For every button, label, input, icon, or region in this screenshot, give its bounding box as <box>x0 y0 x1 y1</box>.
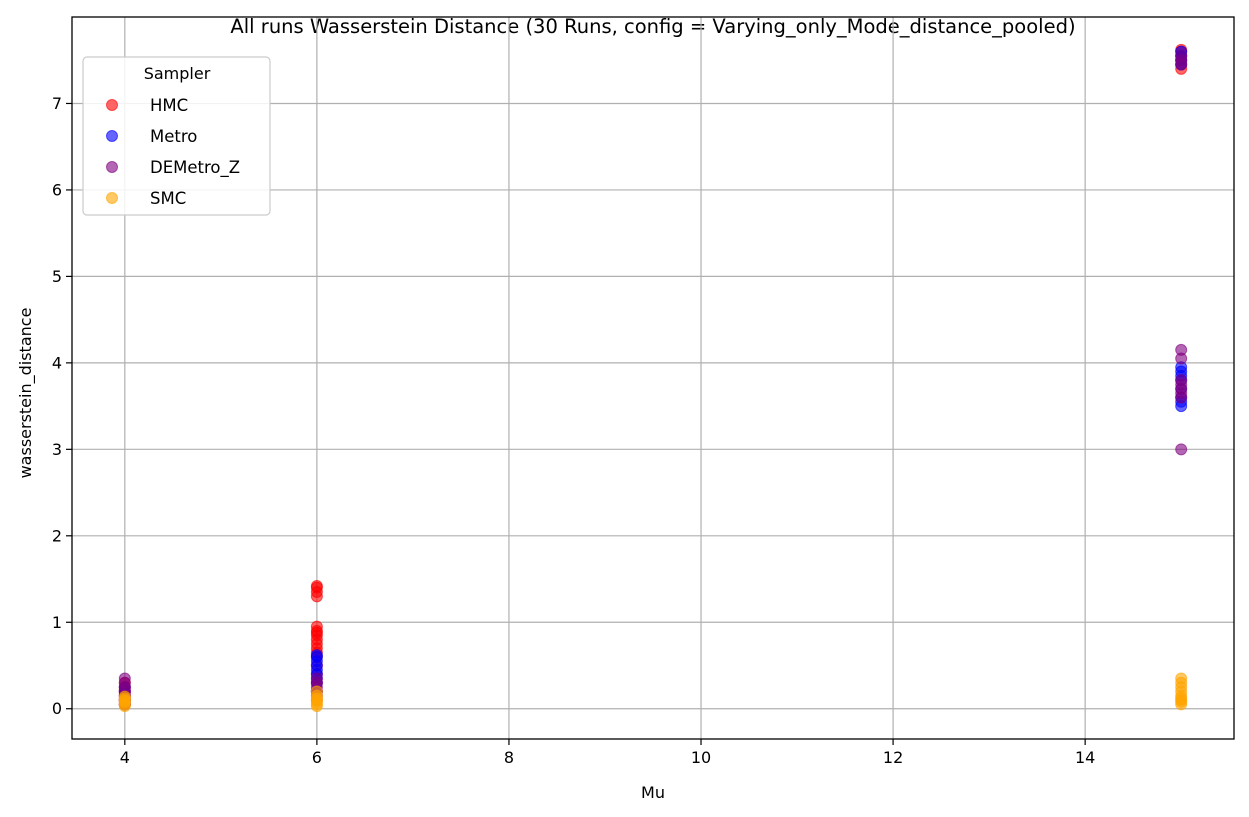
data-point <box>1175 374 1188 387</box>
x-tick-label: 10 <box>691 748 711 767</box>
y-tick-label: 6 <box>52 180 62 199</box>
grid-lines <box>72 17 1234 739</box>
data-point <box>310 620 323 633</box>
data-point <box>310 649 323 662</box>
series-demetro_z <box>118 49 1188 711</box>
x-axis-label: Mu <box>641 783 665 802</box>
data-point <box>310 672 323 685</box>
legend: Sampler HMC Metro DEMetro_Z SMC <box>82 56 271 216</box>
legend-marker <box>106 99 118 111</box>
legend-label: DEMetro_Z <box>150 158 240 178</box>
y-tick-label: 5 <box>52 267 62 286</box>
legend-marker <box>106 130 118 142</box>
data-point <box>1175 49 1188 62</box>
y-tick-label: 3 <box>52 440 62 459</box>
y-axis-label: wasserstein_distance <box>16 308 36 479</box>
data-point <box>118 672 131 685</box>
data-point <box>1175 672 1188 685</box>
plot-frame <box>71 16 1235 740</box>
x-tick-label: 6 <box>312 748 322 767</box>
y-axis-ticks: 0 1 2 3 4 5 6 7 <box>52 94 72 718</box>
y-tick-label: 7 <box>52 94 62 113</box>
series-metro <box>118 45 1188 711</box>
series-smc <box>118 672 1188 713</box>
legend-marker <box>106 161 118 173</box>
legend-label: SMC <box>150 189 186 208</box>
data-point <box>118 690 131 703</box>
series-hmc <box>118 43 1188 711</box>
legend-label: HMC <box>150 96 188 115</box>
y-tick-label: 1 <box>52 613 62 632</box>
data-points <box>118 43 1188 713</box>
x-tick-label: 14 <box>1075 748 1095 767</box>
legend-title: Sampler <box>144 64 211 83</box>
legend-box <box>82 56 271 216</box>
x-axis-ticks: 4 6 8 10 12 14 <box>120 739 1095 767</box>
x-tick-label: 4 <box>120 748 130 767</box>
data-point <box>310 579 323 592</box>
legend-label: Metro <box>150 127 197 146</box>
y-tick-label: 0 <box>52 699 62 718</box>
data-point <box>1175 343 1188 356</box>
chart-title: All runs Wasserstein Distance (30 Runs, … <box>230 15 1075 38</box>
data-point <box>1175 443 1188 456</box>
y-tick-label: 2 <box>52 526 62 545</box>
legend-marker <box>106 192 118 204</box>
x-tick-label: 8 <box>504 748 514 767</box>
x-tick-label: 12 <box>883 748 903 767</box>
data-point <box>310 685 323 698</box>
y-tick-label: 4 <box>52 353 62 372</box>
